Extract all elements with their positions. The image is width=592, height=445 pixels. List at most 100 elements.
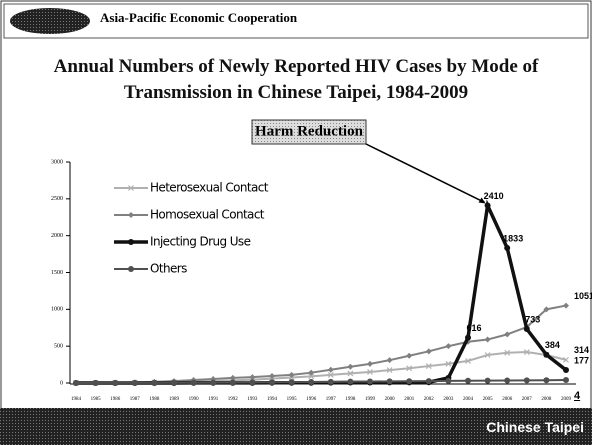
- point: [308, 373, 315, 380]
- point: [504, 349, 511, 356]
- point: [128, 239, 134, 245]
- x-tick-label: 2008: [541, 397, 552, 402]
- point: [543, 351, 550, 358]
- footer-text: Chinese Taipei: [486, 419, 584, 435]
- point: [210, 379, 217, 386]
- point: [386, 357, 393, 364]
- y-tick-label: 500: [54, 344, 63, 350]
- footer-bar: [0, 408, 592, 445]
- data-label: 616: [466, 323, 481, 333]
- point: [367, 369, 373, 375]
- point: [484, 377, 491, 384]
- point: [445, 343, 452, 350]
- x-tick-label: 1990: [189, 397, 200, 402]
- data-label: 314: [574, 345, 589, 355]
- y-tick-label: 3000: [51, 159, 63, 165]
- x-tick-label: 1988: [149, 397, 160, 402]
- point: [171, 379, 177, 386]
- y-tick-label: 0: [60, 380, 63, 386]
- x-tick-label: 2001: [404, 397, 415, 402]
- point: [367, 360, 373, 367]
- series-line: [75, 351, 567, 384]
- point: [131, 379, 138, 386]
- header-title: Asia-Pacific Economic Cooperation: [100, 10, 298, 25]
- point: [563, 356, 569, 363]
- x-tick-label: 2006: [502, 397, 513, 402]
- point: [386, 367, 393, 374]
- logo: [10, 8, 90, 34]
- x-tick-label: 1985: [91, 397, 102, 402]
- point: [504, 331, 511, 338]
- data-label: 2410: [484, 191, 504, 201]
- point: [151, 379, 158, 386]
- series: [73, 377, 569, 386]
- header-bar: [3, 3, 589, 39]
- annotation-box: [251, 119, 367, 145]
- point: [523, 326, 530, 333]
- point: [484, 202, 491, 209]
- point: [425, 363, 432, 369]
- annotation-arrow: [365, 143, 485, 204]
- legend-label: Others: [150, 262, 187, 276]
- x-tick-label: 1999: [365, 397, 376, 402]
- point: [367, 378, 373, 385]
- point: [190, 379, 197, 386]
- point: [563, 377, 569, 384]
- point: [128, 185, 134, 191]
- x-tick-label: 1998: [345, 397, 356, 402]
- x-tick-label: 1996: [306, 397, 317, 402]
- series-line: [76, 199, 568, 385]
- x-tick-label: 2004: [463, 397, 474, 402]
- point: [425, 348, 432, 355]
- x-tick-label: 1994: [267, 397, 278, 402]
- point: [445, 360, 452, 367]
- point: [504, 244, 511, 251]
- point: [386, 378, 393, 385]
- point: [406, 365, 413, 372]
- point: [523, 377, 530, 384]
- annotation: Harm Reduction: [255, 123, 364, 139]
- x-tick-label: 1993: [247, 397, 258, 402]
- x-tick-label: 1995: [287, 397, 298, 402]
- point: [504, 377, 511, 384]
- point: [523, 349, 530, 355]
- point: [465, 334, 471, 341]
- point: [288, 371, 295, 378]
- x-tick-label: 2005: [483, 397, 494, 402]
- legend-label: Homosexual Contact: [150, 208, 265, 222]
- point: [327, 371, 334, 378]
- point: [347, 370, 354, 377]
- x-tick-label: 1984: [71, 397, 82, 402]
- y-tick-label: 2500: [51, 196, 63, 202]
- chart-title: Annual Numbers of Newly Reported HIV Cas…: [53, 56, 539, 103]
- point: [128, 266, 134, 272]
- y-tick-label: 1500: [51, 270, 63, 276]
- x-tick-label: 1987: [130, 397, 141, 402]
- point: [465, 357, 471, 364]
- x-tick-label: 1986: [110, 397, 121, 402]
- x-tick-label: 1997: [326, 397, 337, 402]
- point: [347, 363, 354, 370]
- x-tick-label: 2002: [424, 397, 435, 402]
- point: [484, 336, 491, 343]
- x-tick-label: 1992: [228, 397, 239, 402]
- x-tick-label: 2000: [385, 397, 396, 402]
- point: [406, 352, 413, 359]
- legend-label: Injecting Drug Use: [150, 235, 251, 249]
- point: [484, 352, 491, 358]
- data-label: 733: [525, 314, 540, 324]
- point: [465, 377, 471, 384]
- point: [327, 378, 334, 385]
- arrow-head: [478, 197, 486, 204]
- point: [543, 377, 550, 384]
- point: [249, 379, 256, 386]
- point: [563, 302, 569, 309]
- point: [249, 374, 256, 381]
- point: [347, 378, 354, 385]
- x-tick-label: 1991: [208, 397, 219, 402]
- point: [229, 374, 236, 381]
- point: [128, 212, 134, 218]
- x-tick-label: 2007: [522, 397, 533, 402]
